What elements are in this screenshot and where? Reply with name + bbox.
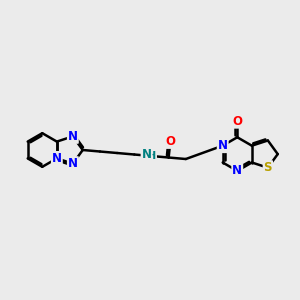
Text: N: N (68, 157, 78, 170)
Text: N: N (68, 130, 78, 143)
Text: N: N (232, 164, 242, 177)
Text: O: O (232, 115, 242, 128)
Text: H: H (147, 151, 156, 161)
Text: O: O (165, 135, 175, 148)
Text: N: N (52, 152, 62, 165)
Text: S: S (264, 161, 272, 174)
Text: N: N (218, 139, 228, 152)
Text: N: N (142, 148, 152, 160)
